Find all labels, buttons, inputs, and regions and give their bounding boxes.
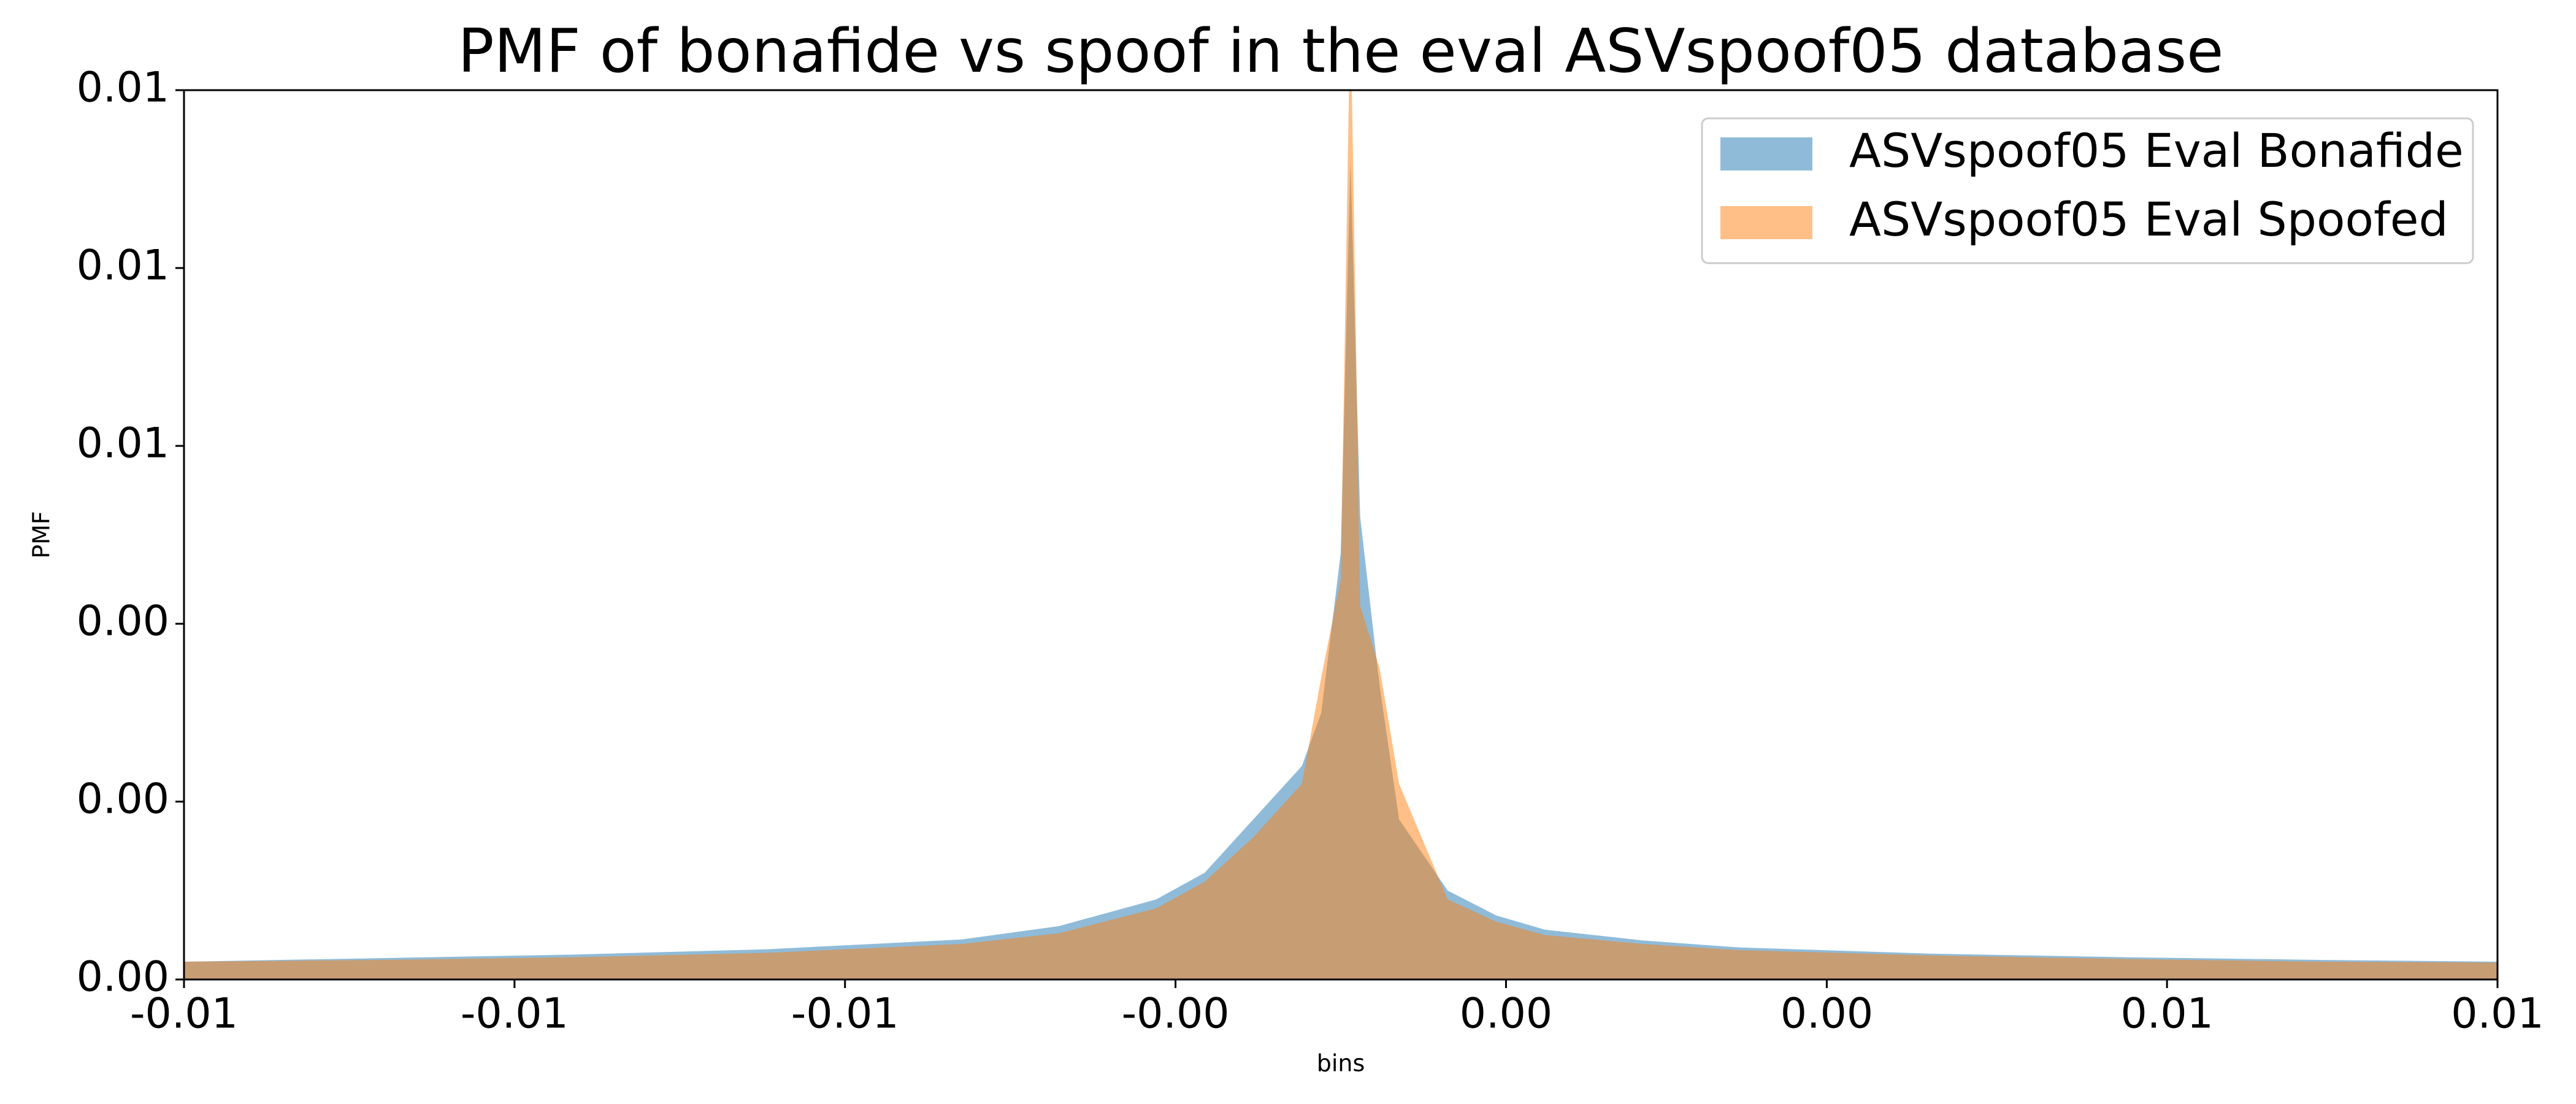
x-tick-label: 0.01 — [2451, 990, 2543, 1038]
y-tick-label: 0.01 — [77, 420, 169, 468]
x-tick-label: 0.00 — [1781, 990, 1873, 1038]
area — [184, 90, 2497, 979]
x-tick-label: 0.01 — [2120, 990, 2213, 1038]
area — [184, 161, 2497, 979]
y-tick-label: 0.01 — [77, 242, 169, 290]
y-tick-label: 0.00 — [77, 597, 169, 646]
plot-frame — [183, 89, 2499, 981]
y-tick-label: 0.01 — [77, 64, 169, 112]
x-tick-label: -0.01 — [130, 990, 238, 1038]
legend-label: ASVspoof05 Eval Bonafide — [1849, 123, 2464, 178]
legend-label: ASVspoof05 Eval Spoofed — [1849, 192, 2448, 247]
x-tick-label: -0.01 — [461, 990, 569, 1038]
chart-title: PMF of bonafide vs spoof in the eval ASV… — [458, 17, 2224, 86]
y-axis-label: PMF — [28, 511, 55, 559]
legend-swatch — [1720, 206, 1812, 239]
x-tick-label: -0.00 — [1122, 990, 1230, 1038]
y-tick-label: 0.00 — [77, 953, 169, 1002]
x-tick-label: -0.01 — [791, 990, 899, 1038]
y-tick-label: 0.00 — [77, 775, 169, 824]
legend-swatch — [1720, 137, 1812, 171]
x-tick-label: 0.00 — [1460, 990, 1552, 1038]
plot-area — [184, 90, 2497, 979]
legend-box — [1701, 117, 2474, 264]
x-axis-label: bins — [1317, 1050, 1365, 1077]
